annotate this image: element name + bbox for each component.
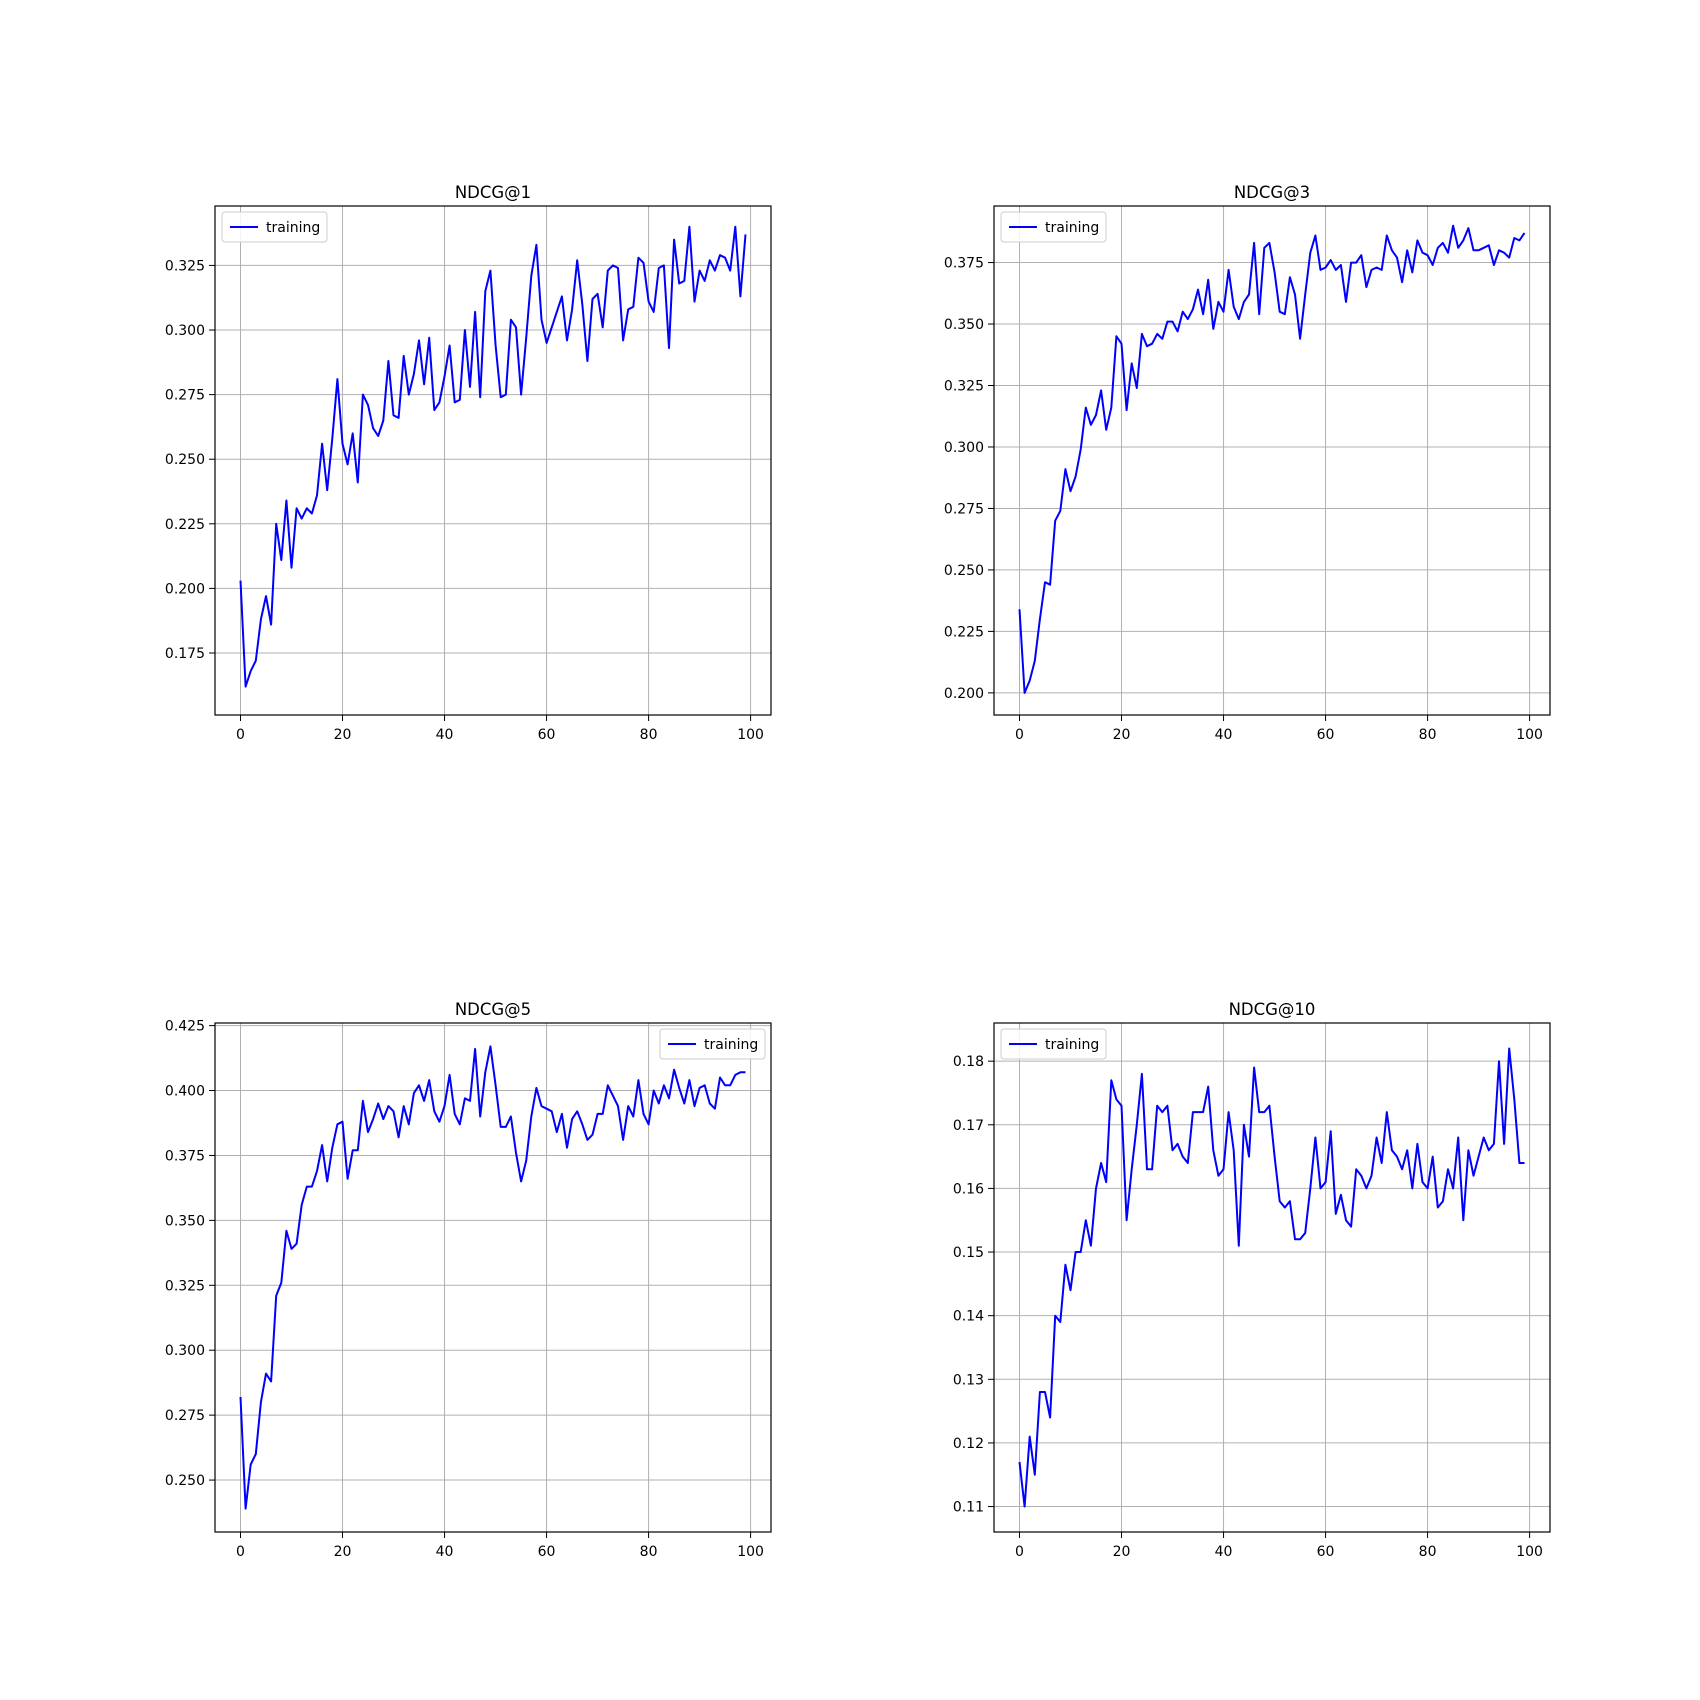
y-tick-label: 0.300 [944,440,984,456]
chart-title: NDCG@10 [1229,1000,1316,1019]
legend-box [659,1028,766,1060]
grid [215,206,771,715]
x-tick-label: 20 [334,727,352,743]
x-tick-label: 60 [538,727,556,743]
grid [994,1023,1550,1532]
series-line-training [239,1045,746,1510]
chart-4: 0 20 40 60 80 100 0.11 0.12 0.13 0.14 0.15 0.16 0.17… [953,1000,1551,1560]
x-tick-label: 80 [1419,1544,1437,1560]
chart-3: 0 20 40 60 80 100 0.250 0.275 0.300 0.325 0.350 0.3… [165,1000,772,1560]
y-tick-label: 0.325 [944,379,984,395]
x-tick-label: 80 [1419,727,1437,743]
y-tick-label: 0.325 [165,258,205,274]
y-tick-label: 0.16 [953,1181,984,1197]
grid [215,1023,771,1532]
chart-title: NDCG@5 [455,1000,531,1019]
series-line-training [239,225,747,688]
x-tick-label: 60 [1317,1544,1335,1560]
x-tick-label: 20 [1113,1544,1131,1560]
y-tick-label: 0.350 [944,317,984,333]
x-tick-label: 100 [1516,1544,1543,1560]
y-tick-label: 0.375 [165,1148,205,1164]
y-tick-label: 0.17 [953,1118,984,1134]
y-tick-label: 0.250 [944,563,984,579]
x-tick-label: 60 [1317,727,1335,743]
y-tick-label: 0.13 [953,1372,984,1388]
y-tick-label: 0.11 [953,1500,984,1516]
legend-label: training [704,1037,758,1053]
legend-box [221,211,328,243]
legend: training [221,211,328,243]
grid [994,206,1550,715]
chart-2: 0 20 40 60 80 100 0.200 0.225 0.250 0.275 0.300 0.3… [944,183,1551,743]
plot-frame [993,1022,1551,1533]
y-tick-label: 0.275 [944,501,984,517]
x-tick-label: 0 [1015,727,1024,743]
x-tick-label: 100 [737,1544,764,1560]
plot-frame [993,205,1551,716]
y-tick-label: 0.425 [165,1019,205,1035]
x-tick-label: 0 [236,727,245,743]
legend-label: training [1045,1037,1099,1053]
x-tick-label: 20 [1113,727,1131,743]
legend-box [1000,1028,1107,1060]
y-tick-label: 0.18 [953,1054,984,1070]
y-tick-label: 0.250 [165,452,205,468]
plot-frame [214,205,772,716]
chart-title: NDCG@1 [455,183,531,202]
x-tick-label: 80 [640,1544,658,1560]
y-tick-label: 0.325 [165,1278,205,1294]
y-tick-label: 0.300 [165,1343,205,1359]
legend: training [659,1028,766,1060]
y-tick-label: 0.275 [165,1408,205,1424]
y-tick-label: 0.225 [165,517,205,533]
y-tick-label: 0.250 [165,1473,205,1489]
x-tick-label: 100 [737,727,764,743]
y-tick-label: 0.225 [944,624,984,640]
y-tick-label: 0.14 [953,1309,984,1325]
y-tick-label: 0.200 [165,581,205,597]
x-tick-label: 0 [1015,1544,1024,1560]
x-tick-label: 100 [1516,727,1543,743]
x-tick-label: 40 [436,727,454,743]
x-tick-label: 80 [640,727,658,743]
series-line-training [1018,224,1526,694]
legend-label: training [1045,220,1099,236]
y-tick-label: 0.200 [944,686,984,702]
legend-label: training [266,220,320,236]
x-tick-label: 40 [1215,727,1233,743]
y-tick-label: 0.350 [165,1213,205,1229]
x-tick-label: 0 [236,1544,245,1560]
x-tick-label: 60 [538,1544,556,1560]
y-tick-label: 0.275 [165,388,205,404]
y-tick-label: 0.175 [165,646,205,662]
series-line-training [1018,1047,1525,1508]
legend: training [1000,1028,1107,1060]
x-tick-label: 40 [436,1544,454,1560]
x-tick-label: 40 [1215,1544,1233,1560]
y-tick-label: 0.12 [953,1436,984,1452]
chart-title: NDCG@3 [1234,183,1310,202]
legend: training [1000,211,1107,243]
y-tick-label: 0.400 [165,1084,205,1100]
y-tick-label: 0.300 [165,323,205,339]
chart-1: 0 20 40 60 80 100 0.175 0.200 0.225 0.250 0.275 0.3… [165,183,772,743]
y-tick-label: 0.15 [953,1245,984,1261]
y-tick-label: 0.375 [944,256,984,272]
legend-box [1000,211,1107,243]
x-tick-label: 20 [334,1544,352,1560]
plot-frame [214,1022,772,1533]
